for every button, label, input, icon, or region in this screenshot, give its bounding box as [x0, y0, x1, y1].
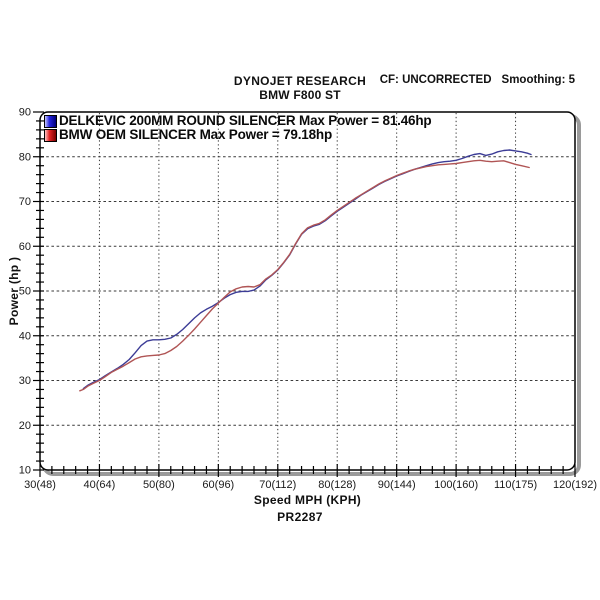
- legend-label-bmw-oem: BMW OEM SILENCER Max Power = 79.18hp: [59, 127, 332, 142]
- legend-item-bmw-oem: BMW OEM SILENCER Max Power = 79.18hp: [44, 128, 431, 142]
- correction-factor-text: CF: UNCORRECTED: [379, 74, 492, 86]
- y-tick-label: 60: [19, 241, 31, 253]
- smoothing-text: Smoothing: 5: [501, 74, 575, 86]
- delkevic-series-swatch-icon: [44, 114, 57, 128]
- gridlines: [41, 113, 574, 469]
- bmw-oem-power-curve: [79, 159, 530, 392]
- x-tick-label: 80(128): [318, 479, 356, 491]
- x-tick-label: 50(80): [143, 479, 175, 491]
- y-tick-label: 70: [19, 196, 31, 208]
- correction-info: CF: UNCORRECTED Smoothing: 5: [380, 74, 575, 86]
- tick-labels: 30(48) 40(64) 50(80) 60(96) 70(112) 80(128) 90…: [19, 107, 597, 492]
- x-tick-label: 70(112): [259, 479, 296, 491]
- x-tick-label: 60(96): [202, 479, 234, 491]
- report-title: DYNOJET RESEARCH: [233, 74, 367, 88]
- bmw-oem-series-swatch-icon: [44, 128, 57, 142]
- x-tick-label: 30(48): [24, 479, 56, 491]
- y-tick-label: 90: [19, 107, 31, 119]
- y-tick-label: 50: [19, 286, 31, 298]
- y-axis-title: Power (hp ): [7, 256, 21, 326]
- x-tick-label: 120(192): [553, 479, 597, 491]
- x-tick-label: 40(64): [84, 479, 116, 491]
- x-tick-label: 110(175): [494, 479, 537, 491]
- y-tick-label: 40: [19, 330, 31, 342]
- y-tick-label: 10: [19, 465, 31, 477]
- y-tick-label: 30: [19, 375, 31, 387]
- x-tick-label: 90(144): [378, 479, 416, 491]
- power-curves: [79, 149, 532, 392]
- x-tick-label: 100(160): [434, 479, 478, 491]
- y-tick-label: 80: [19, 151, 31, 163]
- report-number: PR2287: [277, 510, 323, 524]
- report-subtitle: BMW F800 ST: [259, 88, 341, 102]
- legend-item-delkevic: DELKEVIC 200MM ROUND SILENCER Max Power …: [44, 113, 432, 128]
- legend-label-delkevic: DELKEVIC 200MM ROUND SILENCER Max Power …: [59, 113, 432, 128]
- axis-ticks: [33, 111, 576, 477]
- y-tick-label: 20: [19, 420, 31, 432]
- x-axis-title: Speed MPH (KPH): [253, 493, 362, 507]
- chart-legend: DELKEVIC 200MM ROUND SILENCER Max Power …: [44, 113, 432, 142]
